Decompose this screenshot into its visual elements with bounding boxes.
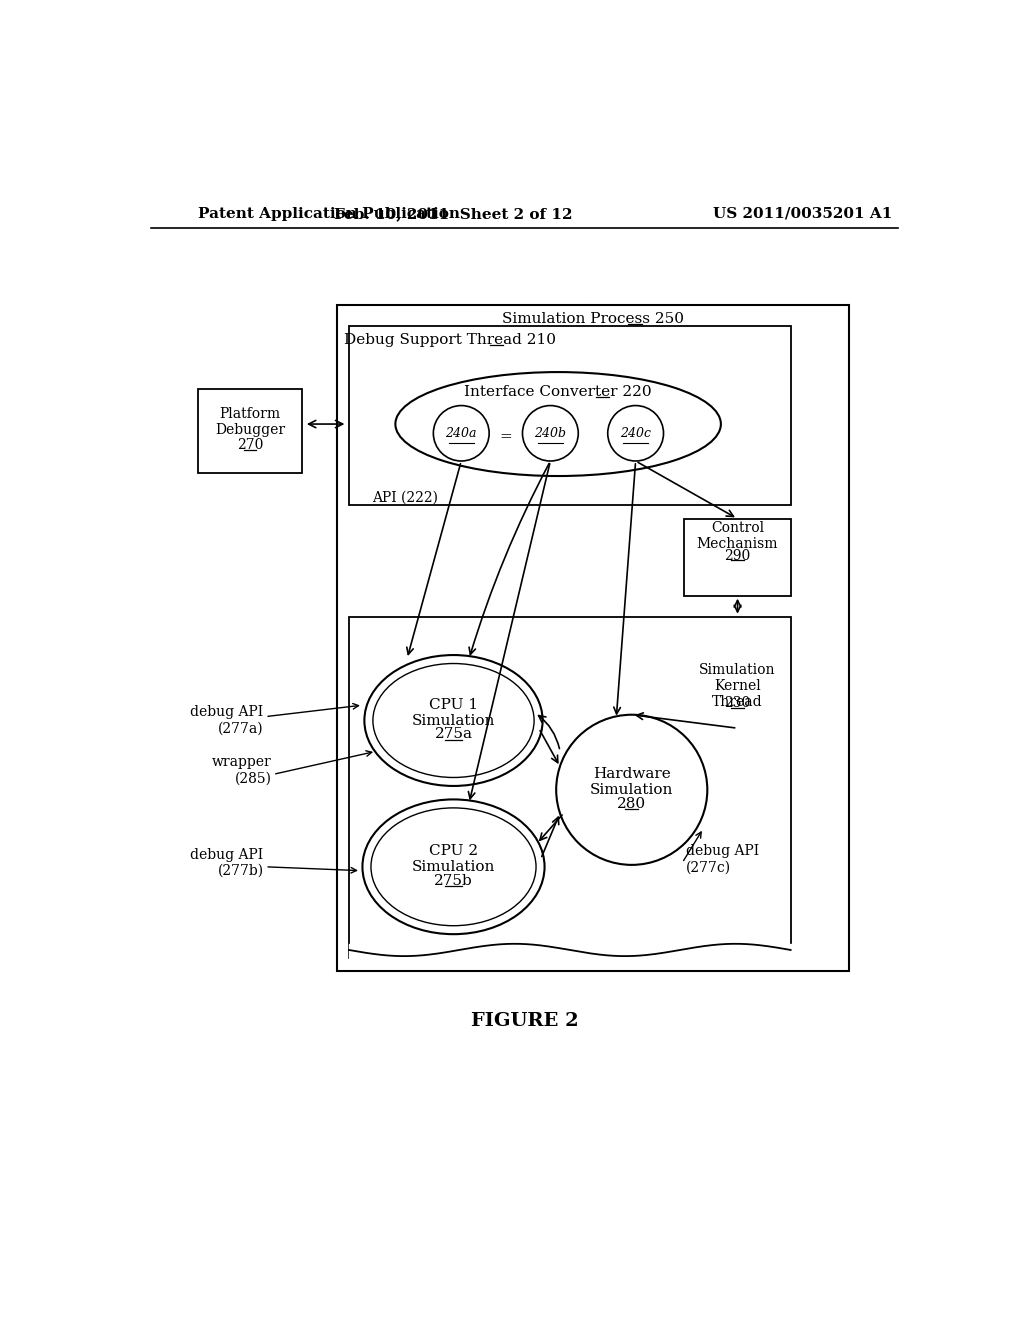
Ellipse shape [362, 800, 545, 935]
Ellipse shape [395, 372, 721, 477]
Text: CPU 1
Simulation: CPU 1 Simulation [412, 698, 496, 727]
Bar [684, 519, 791, 595]
Text: Control
Mechanism: Control Mechanism [696, 520, 778, 550]
Text: debug API
(277b): debug API (277b) [190, 847, 263, 878]
Text: 230: 230 [724, 696, 751, 710]
Text: Hardware
Simulation: Hardware Simulation [590, 767, 674, 797]
Bar [349, 616, 791, 957]
Text: wrapper
(285): wrapper (285) [212, 755, 271, 785]
Text: Feb. 10, 2011  Sheet 2 of 12: Feb. 10, 2011 Sheet 2 of 12 [334, 207, 572, 220]
Text: 240a: 240a [445, 426, 477, 440]
Text: API (222): API (222) [372, 490, 438, 504]
Text: debug API
(277c): debug API (277c) [686, 843, 759, 874]
Text: Patent Application Publication: Patent Application Publication [198, 207, 460, 220]
Text: 240c: 240c [621, 426, 651, 440]
Ellipse shape [365, 655, 543, 785]
Bar [337, 305, 849, 970]
Text: 275b: 275b [434, 874, 473, 887]
Text: 275a: 275a [434, 727, 472, 742]
Text: 290: 290 [724, 549, 751, 562]
Text: Interface Converter 220: Interface Converter 220 [464, 384, 652, 399]
Text: US 2011/0035201 A1: US 2011/0035201 A1 [713, 207, 892, 220]
Text: 280: 280 [617, 797, 646, 810]
Text: Platform
Debugger: Platform Debugger [215, 407, 285, 437]
Circle shape [607, 405, 664, 461]
Ellipse shape [373, 664, 535, 777]
Text: FIGURE 2: FIGURE 2 [471, 1012, 579, 1030]
Text: Simulation
Kernel
Thread: Simulation Kernel Thread [699, 663, 776, 709]
Text: CPU 2
Simulation: CPU 2 Simulation [412, 843, 496, 874]
Text: 240b: 240b [535, 426, 566, 440]
Text: Simulation Process 250: Simulation Process 250 [502, 312, 684, 326]
Text: 270: 270 [237, 438, 263, 451]
Text: =: = [500, 430, 513, 444]
Text: Debug Support Thread 210: Debug Support Thread 210 [344, 333, 556, 347]
Circle shape [433, 405, 489, 461]
Circle shape [522, 405, 579, 461]
Ellipse shape [371, 808, 536, 925]
Ellipse shape [556, 714, 708, 865]
Bar [198, 389, 302, 473]
Bar [349, 326, 791, 506]
Text: debug API
(277a): debug API (277a) [190, 705, 263, 735]
